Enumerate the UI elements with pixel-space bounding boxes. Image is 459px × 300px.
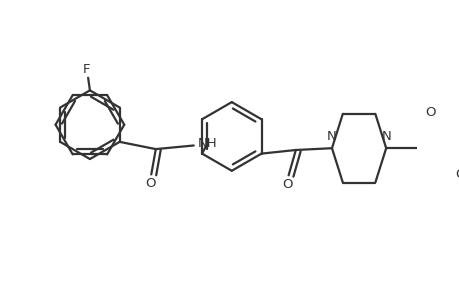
Text: F: F xyxy=(82,63,90,76)
Text: O: O xyxy=(282,178,292,191)
Text: N: N xyxy=(326,130,336,143)
Text: O: O xyxy=(454,168,459,181)
Text: N: N xyxy=(381,130,390,143)
Text: NH: NH xyxy=(197,137,217,150)
Text: O: O xyxy=(145,177,155,190)
Text: O: O xyxy=(424,106,435,119)
